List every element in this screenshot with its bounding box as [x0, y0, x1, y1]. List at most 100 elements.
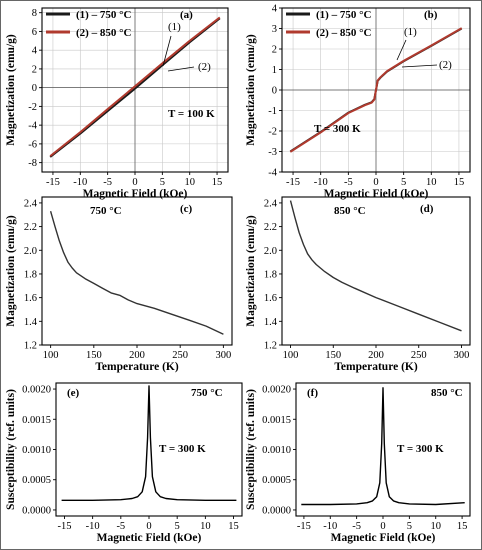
chart-panel-e: -15 -10 -5 0 5 10 15 0.0000 0.0005 0.0010 0.0015 0.… — [5, 382, 243, 544]
plot-frame — [41, 196, 233, 346]
y-tick-label: 2.0 — [24, 246, 37, 257]
x-tick-label: 300 — [215, 350, 231, 361]
y-tick-label: 2.2 — [264, 222, 277, 233]
legend-entry: (2) – 850 °C — [316, 27, 371, 39]
y-tick-label: -4 — [268, 168, 277, 179]
y-tick-label: 1.4 — [264, 317, 278, 328]
annotation: 750 °C — [90, 205, 122, 217]
x-tick-label: 250 — [172, 350, 188, 361]
y-tick-label: 2 — [32, 64, 37, 75]
y-axis-label: Magnetization (emu/g) — [245, 34, 257, 146]
y-tick-label: 0.0010 — [22, 445, 51, 456]
series-line-1 — [289, 200, 462, 332]
x-tick-label: 0 — [146, 521, 151, 532]
legend-entry: (2) – 850 °C — [76, 27, 131, 39]
y-tick-label: 1.2 — [24, 341, 37, 352]
panel-label: (a) — [180, 9, 193, 21]
legend-entry: (1) – 750 °C — [76, 9, 131, 21]
callout-line — [167, 66, 195, 72]
x-tick-label: -10 — [323, 521, 337, 532]
x-tick-label: 0 — [132, 177, 137, 188]
y-tick-label: -2 — [268, 127, 277, 138]
x-axis-label: Magnetic Field (kOe) — [331, 532, 436, 544]
annotation: T = 300 K — [397, 443, 444, 455]
y-tick-label: 1.8 — [264, 269, 277, 280]
x-tick-label: -10 — [73, 177, 87, 188]
annotation: (2) — [439, 59, 452, 71]
x-tick-label: 15 — [457, 521, 468, 532]
y-axis-label: Magnetization (emu/g) — [245, 215, 257, 327]
x-tick-label: 15 — [212, 177, 223, 188]
y-tick-label: 4 — [272, 4, 278, 15]
x-tick-label: 5 — [407, 521, 412, 532]
callout-line — [401, 64, 438, 68]
panel-label: (d) — [420, 203, 434, 215]
y-tick-label: -1 — [268, 106, 277, 117]
x-tick-label: 5 — [175, 521, 180, 532]
y-tick-label: 1.8 — [24, 269, 37, 280]
y-axis-label: Susceptibility (ref. units) — [5, 389, 17, 510]
y-tick-label: 4 — [32, 46, 38, 57]
x-tick-label: 5 — [160, 177, 165, 188]
x-tick-label: -10 — [314, 177, 328, 188]
annotation: T = 300 K — [314, 123, 361, 135]
y-tick-label: 0.0015 — [262, 415, 291, 426]
y-tick-label: 2 — [272, 45, 277, 56]
x-tick-label: 100 — [283, 350, 299, 361]
x-tick-label: -10 — [86, 521, 100, 532]
y-tick-label: -2 — [28, 102, 37, 113]
x-tick-label: 0 — [373, 177, 378, 188]
callout-line — [396, 39, 407, 61]
x-tick-label: 150 — [86, 350, 102, 361]
y-tick-label: -3 — [268, 147, 277, 158]
y-tick-label: 0.0020 — [22, 385, 51, 396]
y-axis-label: Susceptibility (ref. units) — [245, 389, 257, 510]
x-tick-label: -5 — [344, 177, 353, 188]
annotation: (1) — [168, 21, 181, 33]
series-line-1 — [49, 211, 224, 335]
panel-label: (e) — [67, 387, 80, 399]
annotation: (1) — [404, 26, 417, 38]
chart-panel-f: -15 -10 -5 0 5 10 15 0.0000 0.0005 0.0010 0.0015 0.… — [245, 382, 471, 544]
x-tick-label: 10 — [200, 521, 211, 532]
y-tick-label: 1.2 — [264, 341, 277, 352]
legend-entry: (1) – 750 °C — [316, 9, 371, 21]
y-axis-label: Magnetization (emu/g) — [5, 215, 17, 327]
y-tick-label: 1.6 — [24, 293, 37, 304]
annotation: 750 °C — [191, 387, 223, 399]
y-tick-label: 1 — [272, 65, 277, 76]
x-tick-label: 100 — [43, 350, 59, 361]
y-tick-label: 1.4 — [24, 317, 38, 328]
y-tick-label: 0.0000 — [22, 505, 51, 516]
chart-panel-d: 100 150 200 250 300 1.2 1.4 1.6 1.8 2.0 2.2 2.4 Temp… — [245, 196, 471, 373]
y-tick-label: 0 — [272, 86, 277, 97]
x-axis-label: Temperature (K) — [334, 361, 418, 373]
y-tick-label: 0.0000 — [262, 505, 291, 516]
annotation: (2) — [198, 61, 211, 73]
y-tick-label: -8 — [28, 158, 37, 169]
x-tick-label: 300 — [454, 350, 470, 361]
chart-panel-a: -15 -10 -5 0 5 10 15 -8 -6 -4 -2 0 2 4 6 8 Magnetic Fiel… — [5, 7, 229, 200]
annotation: 850 °C — [334, 205, 366, 217]
x-axis-label: Magnetic Field (kOe) — [97, 532, 202, 544]
panel-label: (c) — [180, 203, 193, 215]
annotation: T = 100 K — [168, 108, 215, 120]
y-tick-label: 2.4 — [24, 198, 38, 209]
x-tick-label: 15 — [228, 521, 239, 532]
y-axis-label: Magnetization (emu/g) — [5, 34, 17, 146]
panel-label: (f) — [307, 387, 318, 399]
series-line-2 — [49, 16, 221, 157]
series-line-1 — [301, 387, 465, 506]
series-line-2 — [289, 27, 463, 153]
y-tick-label: 2.4 — [264, 198, 278, 209]
x-tick-label: -5 — [116, 521, 125, 532]
x-tick-label: 5 — [401, 177, 406, 188]
x-tick-label: 10 — [426, 177, 437, 188]
x-tick-label: -5 — [352, 521, 361, 532]
y-tick-label: 0 — [32, 83, 37, 94]
y-tick-label: 0.0005 — [262, 475, 291, 486]
annotation: T = 300 K — [159, 443, 206, 455]
legend: (1) – 750 °C (2) – 850 °C — [46, 9, 131, 39]
series-line-1 — [49, 17, 221, 158]
legend: (1) – 750 °C (2) – 850 °C — [286, 9, 371, 39]
